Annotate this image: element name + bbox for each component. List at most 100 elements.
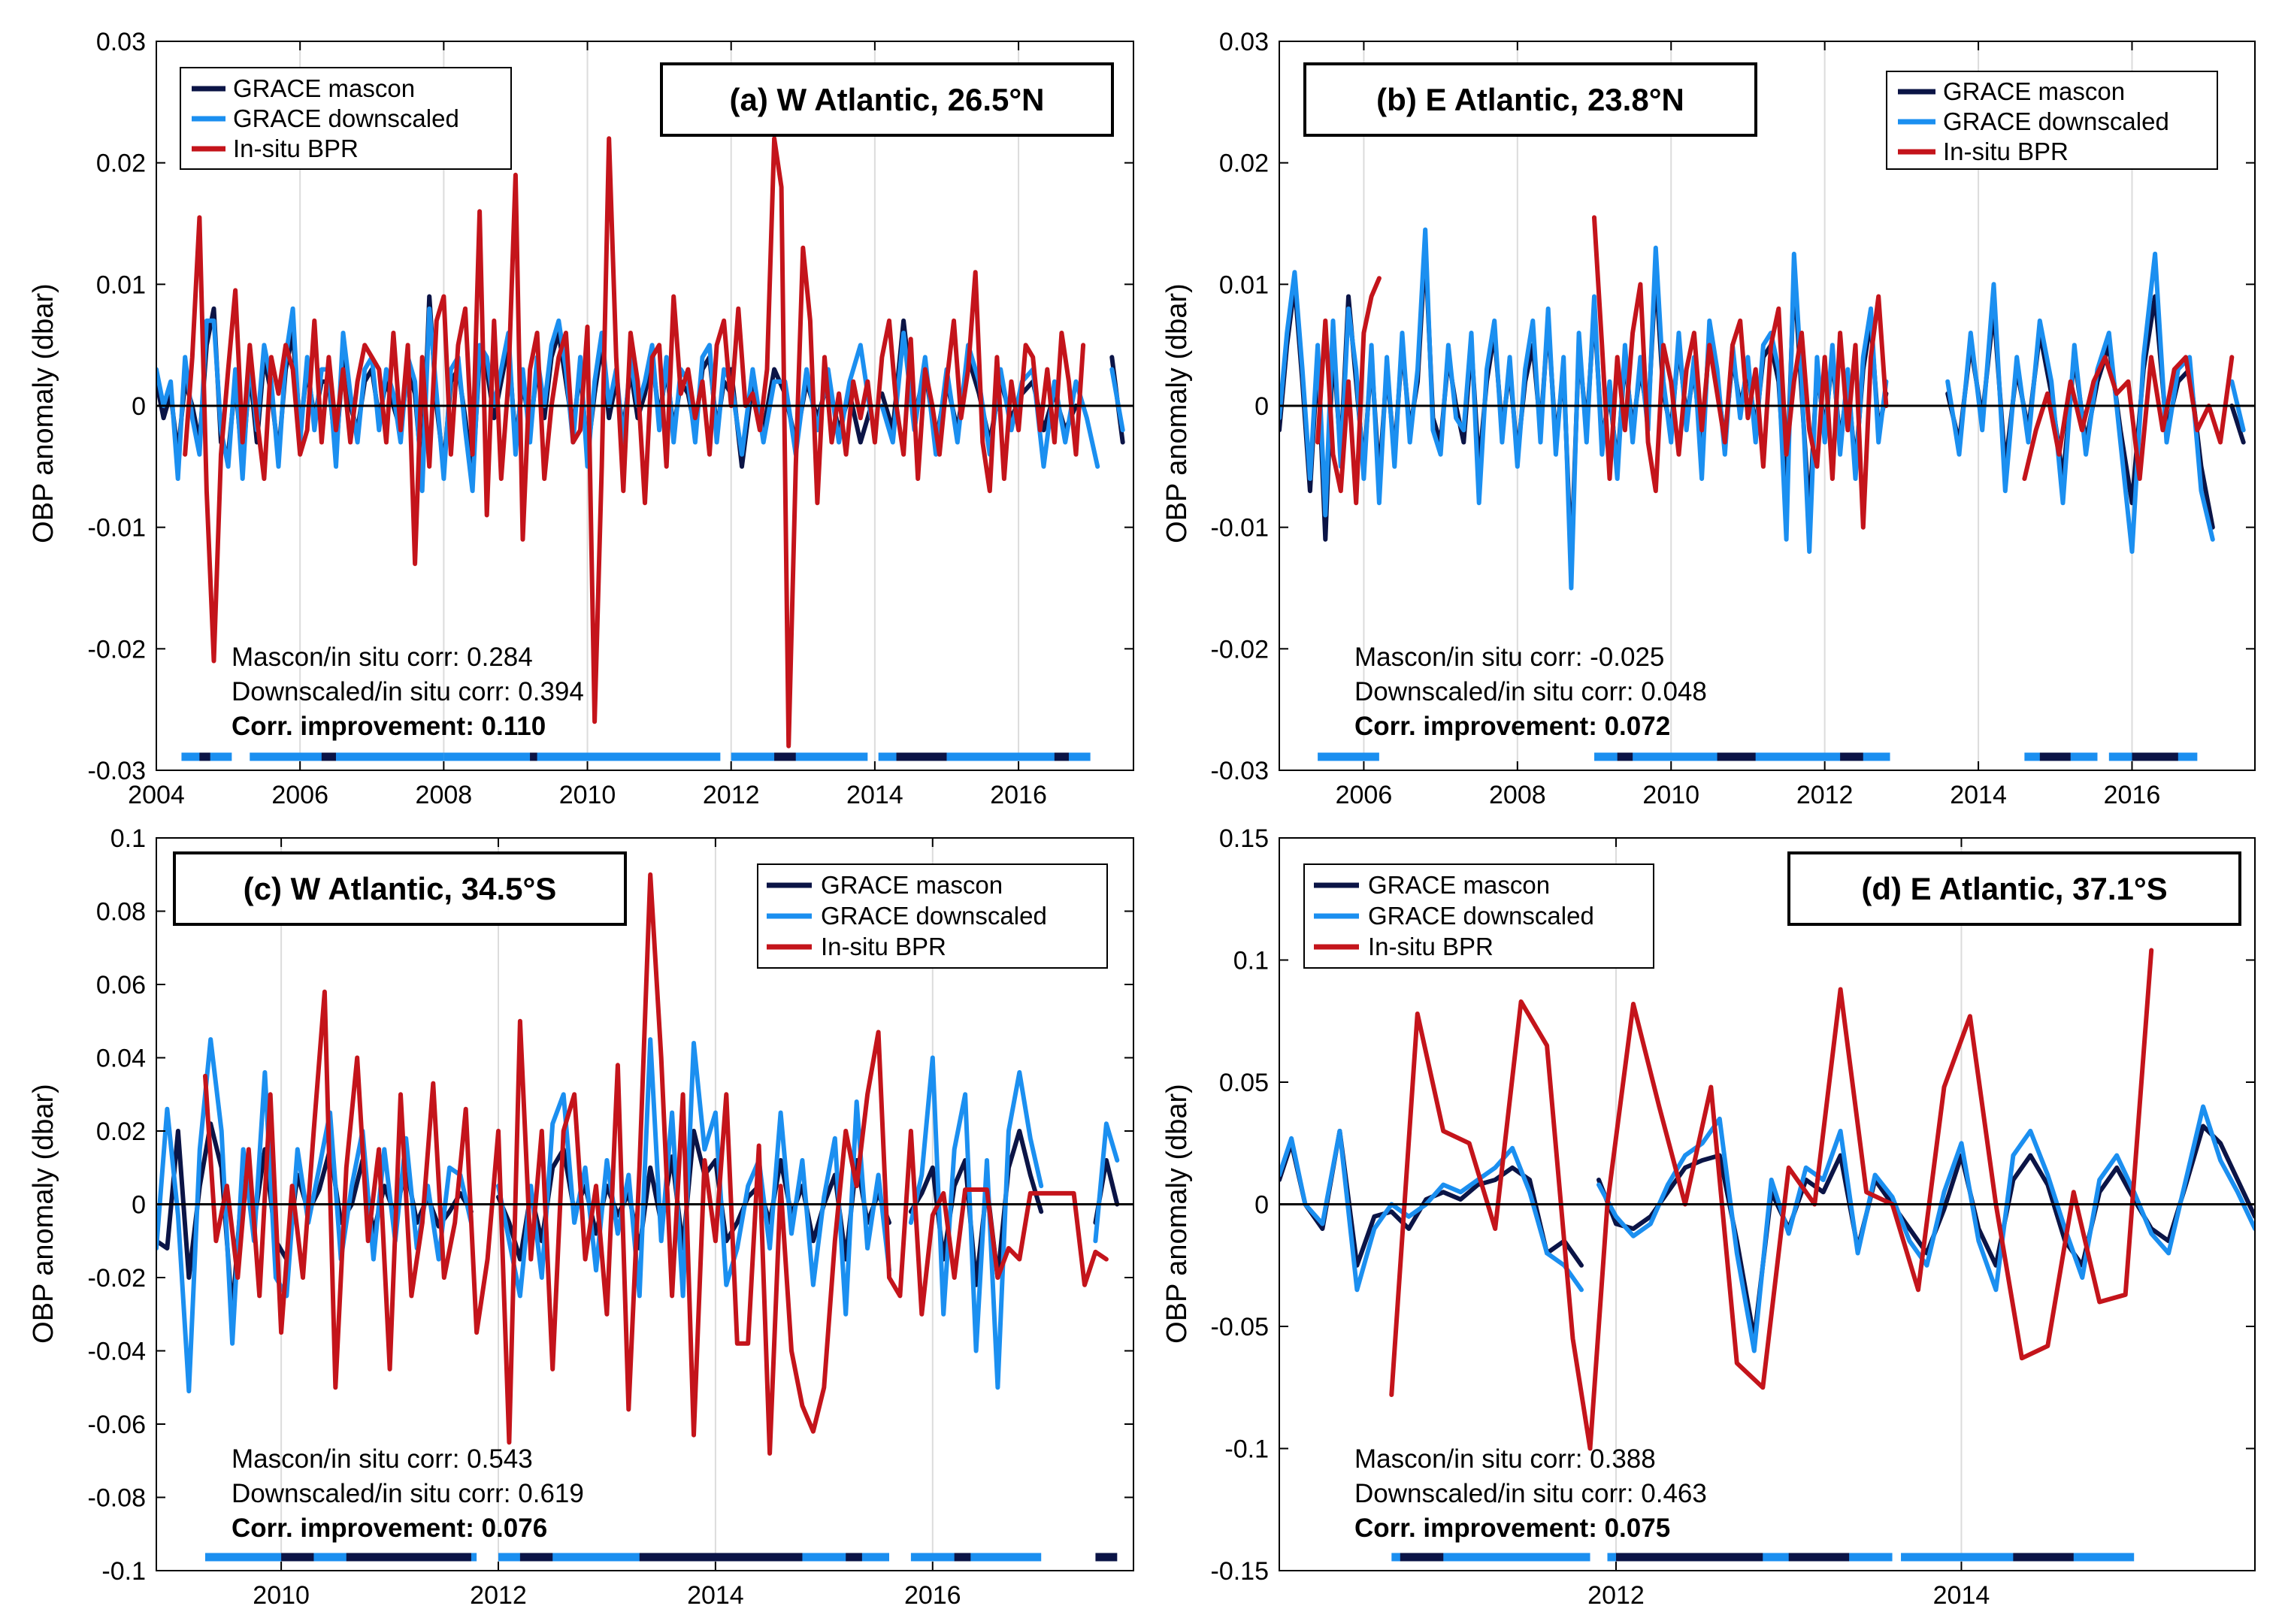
series-line-downscaled: [1279, 227, 1889, 591]
series-line-insitu: [1592, 215, 1889, 530]
panel-title: (a) W Atlantic, 26.5°N: [660, 62, 1114, 137]
plot-frame: [1279, 41, 2256, 771]
y-tick-label: -0.03: [88, 757, 147, 785]
x-tick-label: 2014: [846, 781, 903, 809]
y-tick-label: 0: [132, 392, 146, 421]
stats-text: Mascon/in situ corr: 0.543 Downscaled/in…: [232, 1444, 584, 1543]
stat-downscaled-corr: Downscaled/in situ corr: 0.463: [1354, 1479, 1707, 1508]
y-tick-label: 0.15: [1219, 824, 1269, 853]
y-tick-label: 0.05: [1219, 1069, 1269, 1097]
legend-label-insitu: In-situ BPR: [233, 135, 359, 162]
y-tick-label: -0.15: [1211, 1557, 1270, 1586]
series-line-insitu: [203, 872, 1109, 1456]
x-tick-label: 2008: [1489, 781, 1546, 809]
panel-b: OBP anomaly (dbar) 2006 2008 2010 2012 2014 2…: [1161, 28, 2256, 809]
legend: GRACE mascon GRACE downscaled In-situ BP…: [180, 67, 512, 170]
series-line-insitu: [1389, 948, 2154, 1451]
x-tick-label: 2010: [559, 781, 616, 809]
y-tick-label: 0.02: [96, 1117, 146, 1146]
title-text: (a) W Atlantic, 26.5°N: [730, 82, 1045, 117]
x-tick-label: 2012: [1587, 1581, 1645, 1610]
y-tick-label: -0.02: [1211, 635, 1270, 664]
series-line-downscaled: [1109, 367, 1125, 433]
series-line-downscaled: [908, 1055, 1044, 1390]
title-text: (c) W Atlantic, 34.5°S: [244, 871, 557, 906]
plot-frame: [156, 837, 1134, 1571]
y-axis-label: OBP anomaly (dbar): [1161, 1084, 1193, 1344]
stats-text: Mascon/in situ corr: 0.388 Downscaled/in…: [1354, 1444, 1707, 1543]
y-tick-label: 0.02: [1219, 150, 1269, 178]
series-line-downscaled: [1093, 1121, 1120, 1244]
title-box: [173, 851, 627, 926]
legend-label-downscaled: GRACE downscaled: [821, 902, 1047, 930]
stat-mascon-corr: Mascon/in situ corr: 0.388: [1354, 1444, 1656, 1474]
series-line-mascon: [1279, 1129, 1584, 1268]
y-tick-label: 0.1: [110, 824, 146, 853]
plot-frame: [156, 41, 1134, 771]
legend: GRACE mascon GRACE downscaled In-situ BP…: [1303, 863, 1654, 969]
y-tick-label: 0.1: [1233, 947, 1269, 975]
stat-corr-improvement: Corr. improvement: 0.072: [1354, 712, 1670, 741]
x-tick-label: 2006: [1336, 781, 1393, 809]
y-tick-label: -0.1: [101, 1557, 146, 1586]
panel-c: OBP anomaly (dbar) 2010 2012 2014 2016 -0.1 -…: [28, 824, 1134, 1610]
x-tick-label: 2010: [1642, 781, 1699, 809]
stat-corr-improvement: Corr. improvement: 0.110: [232, 712, 546, 741]
axis-ticks: 2004 2006 2008 2010 2012 2014 2016 -0.03 -0.02 -0…: [88, 28, 1133, 809]
stat-downscaled-corr: Downscaled/in situ corr: 0.048: [1354, 677, 1707, 706]
panel-title: (d) E Atlantic, 37.1°S: [1787, 851, 2241, 926]
x-tick-label: 2016: [990, 781, 1047, 809]
y-tick-label: -0.01: [88, 514, 147, 543]
data-lines: [156, 872, 1120, 1456]
panel-d: OBP anomaly (dbar) 2012 2014 -0.15 -0.1 -0.0…: [1161, 824, 2256, 1610]
stat-corr-improvement: Corr. improvement: 0.076: [232, 1514, 547, 1543]
y-tick-label: -0.01: [1211, 514, 1270, 543]
stat-mascon-corr: Mascon/in situ corr: -0.025: [1354, 643, 1664, 672]
y-tick-label: -0.02: [88, 1264, 147, 1293]
title-box: [1303, 62, 1757, 137]
panel-title: (c) W Atlantic, 34.5°S: [173, 851, 627, 926]
plot-frame: [1279, 837, 2256, 1571]
y-tick-label: 0.03: [1219, 28, 1269, 56]
series-line-mascon: [908, 1129, 1044, 1287]
stat-corr-improvement: Corr. improvement: 0.075: [1354, 1514, 1670, 1543]
y-tick-label: -0.02: [88, 635, 147, 664]
x-tick-label: 2010: [253, 1581, 310, 1610]
data-lines: [1279, 948, 2255, 1451]
legend-label-insitu: In-situ BPR: [821, 933, 946, 960]
x-tick-label: 2016: [2104, 781, 2161, 809]
panel-title: (b) E Atlantic, 23.8°N: [1303, 62, 1757, 137]
y-tick-label: -0.06: [88, 1411, 147, 1439]
legend-label-insitu: In-situ BPR: [1943, 138, 2069, 165]
y-tick-label: 0: [1254, 1191, 1269, 1220]
series-line-downscaled: [728, 343, 874, 457]
y-tick-label: 0.04: [96, 1045, 146, 1073]
legend: GRACE mascon GRACE downscaled In-situ BP…: [757, 863, 1108, 969]
legend-box: [1303, 863, 1654, 969]
legend-label-mascon: GRACE mascon: [821, 871, 1003, 899]
y-axis-label: OBP anomaly (dbar): [1161, 283, 1193, 543]
stat-mascon-corr: Mascon/in situ corr: 0.284: [232, 643, 533, 672]
legend-label-mascon: GRACE mascon: [233, 74, 415, 102]
y-tick-label: -0.1: [1224, 1435, 1269, 1464]
y-tick-label: -0.04: [88, 1338, 147, 1366]
y-tick-label: 0: [132, 1191, 146, 1220]
data-lines: [1279, 215, 2246, 591]
stat-downscaled-corr: Downscaled/in situ corr: 0.394: [232, 677, 584, 706]
y-tick-label: 0: [1254, 392, 1269, 421]
x-tick-label: 2016: [904, 1581, 961, 1610]
legend-label-downscaled: GRACE downscaled: [233, 104, 459, 132]
axis-ticks: 2006 2008 2010 2012 2014 2016 -0.03 -0.02 -0.01 0…: [1211, 28, 2255, 809]
legend-label-mascon: GRACE mascon: [1368, 871, 1550, 899]
title-box: [660, 62, 1114, 137]
series-line-downscaled: [1279, 1129, 1584, 1293]
y-tick-label: 0.01: [1219, 271, 1269, 299]
series-line-insitu: [1315, 276, 1382, 506]
panel-a: OBP anomaly (dbar) 2004 2006 2008 2010 2012 2…: [28, 28, 1134, 809]
y-tick-label: 0.08: [96, 898, 146, 927]
y-tick-label: 0.06: [96, 971, 146, 1000]
y-tick-label: 0.02: [96, 150, 146, 178]
legend-label-downscaled: GRACE downscaled: [1943, 107, 2169, 135]
title-text: (d) E Atlantic, 37.1°S: [1861, 871, 2167, 906]
